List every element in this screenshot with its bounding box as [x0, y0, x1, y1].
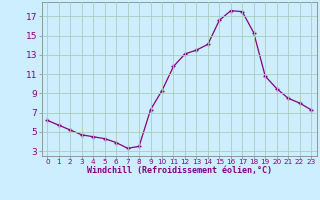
X-axis label: Windchill (Refroidissement éolien,°C): Windchill (Refroidissement éolien,°C) — [87, 166, 272, 175]
